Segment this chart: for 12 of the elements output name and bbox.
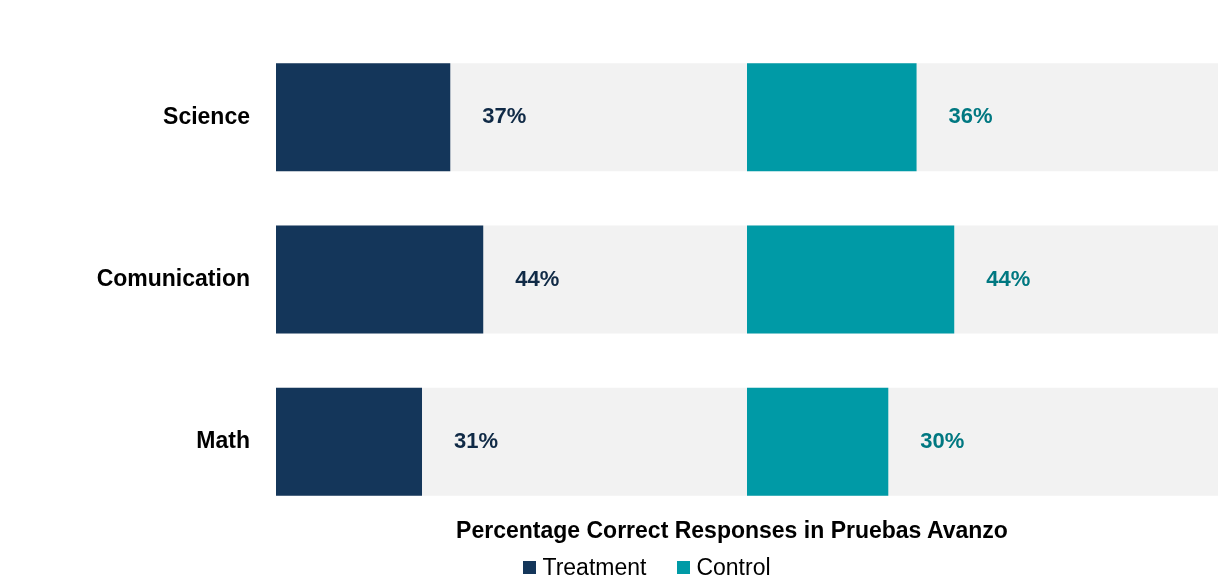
y-tick-label: Comunication [96,264,250,291]
data-label: 44% [515,265,560,291]
data-label: 30% [920,427,965,453]
legend-label: Treatment [542,554,647,581]
data-label: 44% [986,265,1031,291]
y-tick-label: Science [163,102,250,129]
data-label: 31% [454,427,499,453]
data-label: 36% [948,103,993,129]
x-axis-title: Percentage Correct Responses in Pruebas Avanzo [455,517,1009,544]
legend-label: Control [696,554,771,581]
data-label: 37% [482,103,527,129]
y-tick-label: Math [196,427,250,454]
